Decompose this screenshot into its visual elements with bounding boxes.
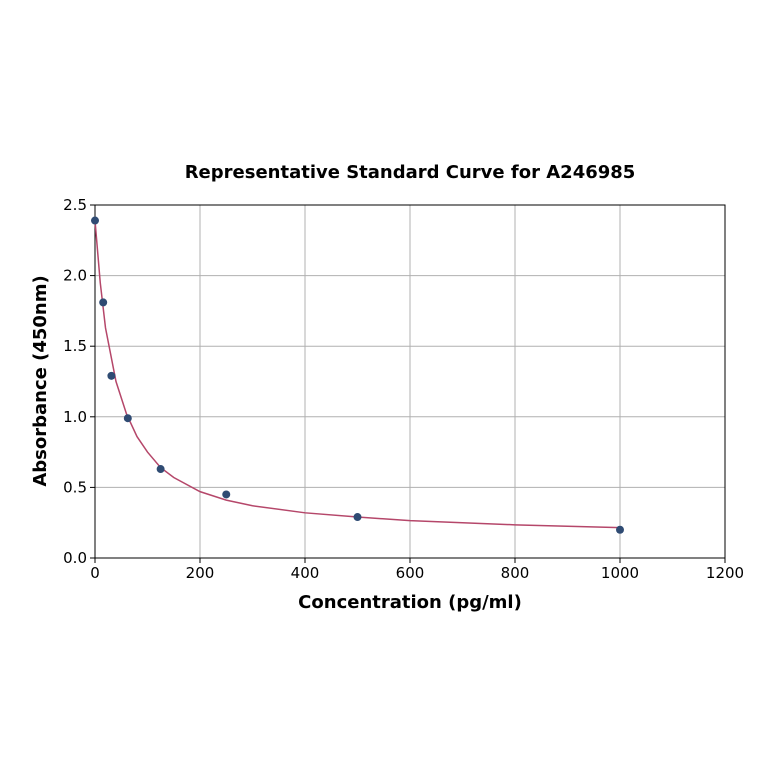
- data-point: [123, 414, 132, 423]
- x-tick-label: 1200: [706, 564, 744, 582]
- chart-title: Representative Standard Curve for A24698…: [185, 162, 636, 183]
- fit-curve: [94, 220, 621, 529]
- x-tick-label: 400: [291, 564, 320, 582]
- data-point: [222, 490, 231, 499]
- x-tick-label: 600: [396, 564, 425, 582]
- x-tick-label: 1000: [601, 564, 639, 582]
- x-tick-label: 0: [90, 564, 100, 582]
- data-point: [91, 216, 99, 225]
- y-axis-label: Absorbance (450nm): [30, 275, 51, 486]
- data-point: [107, 371, 116, 380]
- x-axis-label: Concentration (pg/ml): [298, 592, 522, 613]
- data-point: [99, 298, 108, 307]
- data-point: [353, 513, 362, 522]
- y-tick-label: 1.5: [63, 337, 87, 355]
- x-tick-label: 200: [186, 564, 215, 582]
- x-tick-label: 800: [501, 564, 530, 582]
- data-point: [156, 465, 165, 474]
- y-tick-label: 0.5: [63, 478, 87, 496]
- y-tick-label: 0.0: [63, 549, 87, 567]
- y-tick-label: 2.5: [63, 196, 87, 214]
- plot-frame: [94, 204, 726, 559]
- y-tick-label: 1.0: [63, 408, 87, 426]
- data-point: [616, 525, 624, 534]
- y-tick-label: 2.0: [63, 267, 87, 285]
